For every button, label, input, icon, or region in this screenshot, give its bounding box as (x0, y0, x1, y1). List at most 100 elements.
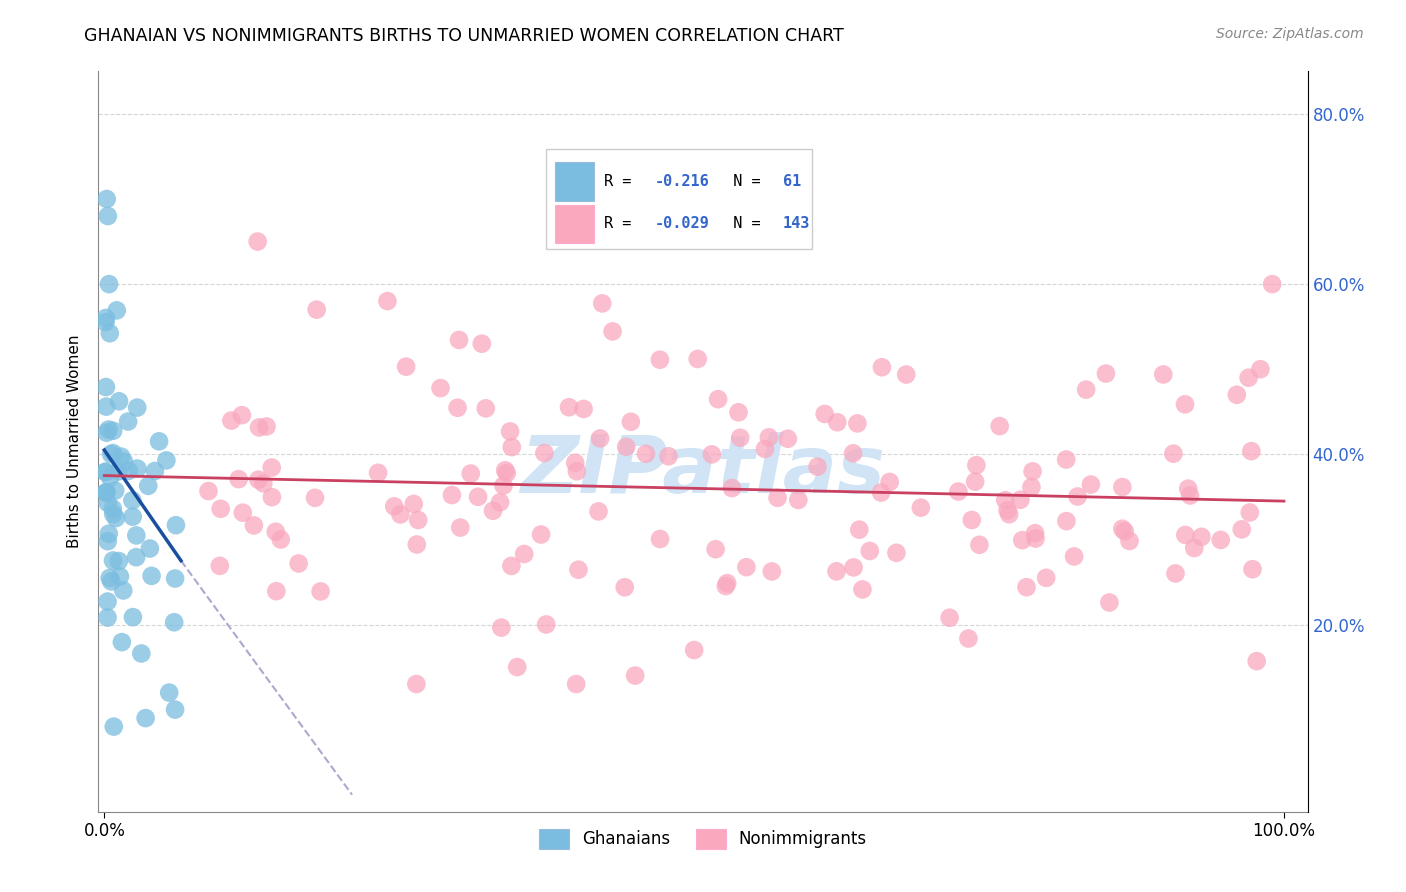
Point (886, 546, 908, 560)
Point (221, 414, 243, 428)
Point (377, 294, 399, 309)
Point (402, 497, 425, 511)
Point (1015, 580, 1038, 594)
Point (98, 326, 121, 341)
Point (1174, 397, 1197, 411)
Point (814, 407, 837, 421)
Point (565, 464, 588, 478)
Point (98, 571, 121, 585)
Point (558, 401, 581, 415)
Point (231, 408, 253, 422)
Point (1240, 444, 1263, 458)
Point (714, 579, 737, 593)
Point (588, 504, 610, 518)
Point (994, 493, 1017, 508)
Point (107, 465, 129, 479)
FancyBboxPatch shape (555, 204, 595, 244)
Point (108, 394, 131, 409)
Point (707, 392, 730, 407)
Point (97, 209, 120, 223)
Point (1249, 362, 1271, 376)
Point (489, 495, 512, 509)
Text: ZIPatlas: ZIPatlas (520, 432, 886, 510)
Point (246, 235, 269, 249)
Point (960, 513, 983, 527)
Point (208, 558, 231, 573)
Point (112, 455, 135, 469)
Point (122, 610, 145, 624)
Point (101, 424, 124, 438)
Point (1246, 654, 1268, 668)
Point (1178, 488, 1201, 502)
Point (121, 493, 143, 508)
Point (163, 615, 186, 630)
Point (367, 466, 389, 480)
Point (1095, 367, 1118, 381)
Text: GHANAIAN VS NONIMMIGRANTS BIRTHS TO UNMARRIED WOMEN CORRELATION CHART: GHANAIAN VS NONIMMIGRANTS BIRTHS TO UNMA… (84, 27, 844, 45)
Point (96, 485, 118, 500)
Point (474, 401, 496, 416)
Point (136, 479, 159, 493)
Point (859, 544, 882, 558)
Point (429, 381, 451, 395)
Point (534, 617, 557, 632)
Text: N =: N = (716, 174, 770, 189)
Point (125, 550, 148, 565)
Point (125, 528, 148, 542)
Point (101, 553, 124, 567)
Point (1080, 477, 1102, 491)
Point (264, 524, 287, 539)
Point (405, 677, 427, 691)
Point (998, 507, 1021, 521)
Point (806, 459, 828, 474)
Text: 143: 143 (783, 217, 810, 231)
Y-axis label: Births to Unmarried Women: Births to Unmarried Women (67, 334, 83, 549)
Point (389, 508, 412, 522)
Point (896, 368, 918, 382)
Point (103, 507, 125, 521)
Point (247, 420, 270, 434)
Point (135, 711, 157, 725)
Text: 61: 61 (783, 174, 801, 189)
Point (938, 611, 960, 625)
Point (96, 485, 118, 500)
FancyBboxPatch shape (546, 149, 811, 249)
Point (111, 635, 134, 649)
Point (141, 569, 163, 583)
Point (103, 720, 125, 734)
Point (157, 685, 180, 699)
Point (957, 632, 980, 646)
Point (155, 453, 177, 467)
Point (1021, 464, 1043, 478)
Point (97, 423, 120, 437)
Point (96, 192, 118, 206)
Point (564, 456, 586, 470)
Point (572, 401, 595, 416)
Point (148, 434, 170, 449)
Text: R =: R = (603, 217, 640, 231)
Point (260, 460, 283, 475)
Point (634, 447, 657, 461)
Point (825, 415, 848, 429)
Point (165, 518, 187, 533)
Point (94, 485, 117, 500)
Legend: Ghanaians, Nonimmigrants: Ghanaians, Nonimmigrants (533, 822, 873, 855)
Point (506, 660, 529, 674)
Point (1164, 566, 1187, 581)
Point (530, 527, 553, 541)
Point (735, 560, 758, 574)
Point (879, 475, 901, 489)
Point (533, 446, 555, 460)
FancyBboxPatch shape (555, 162, 595, 201)
Point (491, 621, 513, 635)
Text: N =: N = (716, 217, 770, 231)
Point (139, 541, 162, 556)
Point (395, 359, 418, 374)
Point (94, 380, 117, 394)
Point (118, 464, 141, 478)
Point (1163, 447, 1185, 461)
Point (704, 542, 727, 557)
Point (842, 446, 865, 460)
Point (266, 584, 288, 599)
Point (825, 565, 848, 579)
